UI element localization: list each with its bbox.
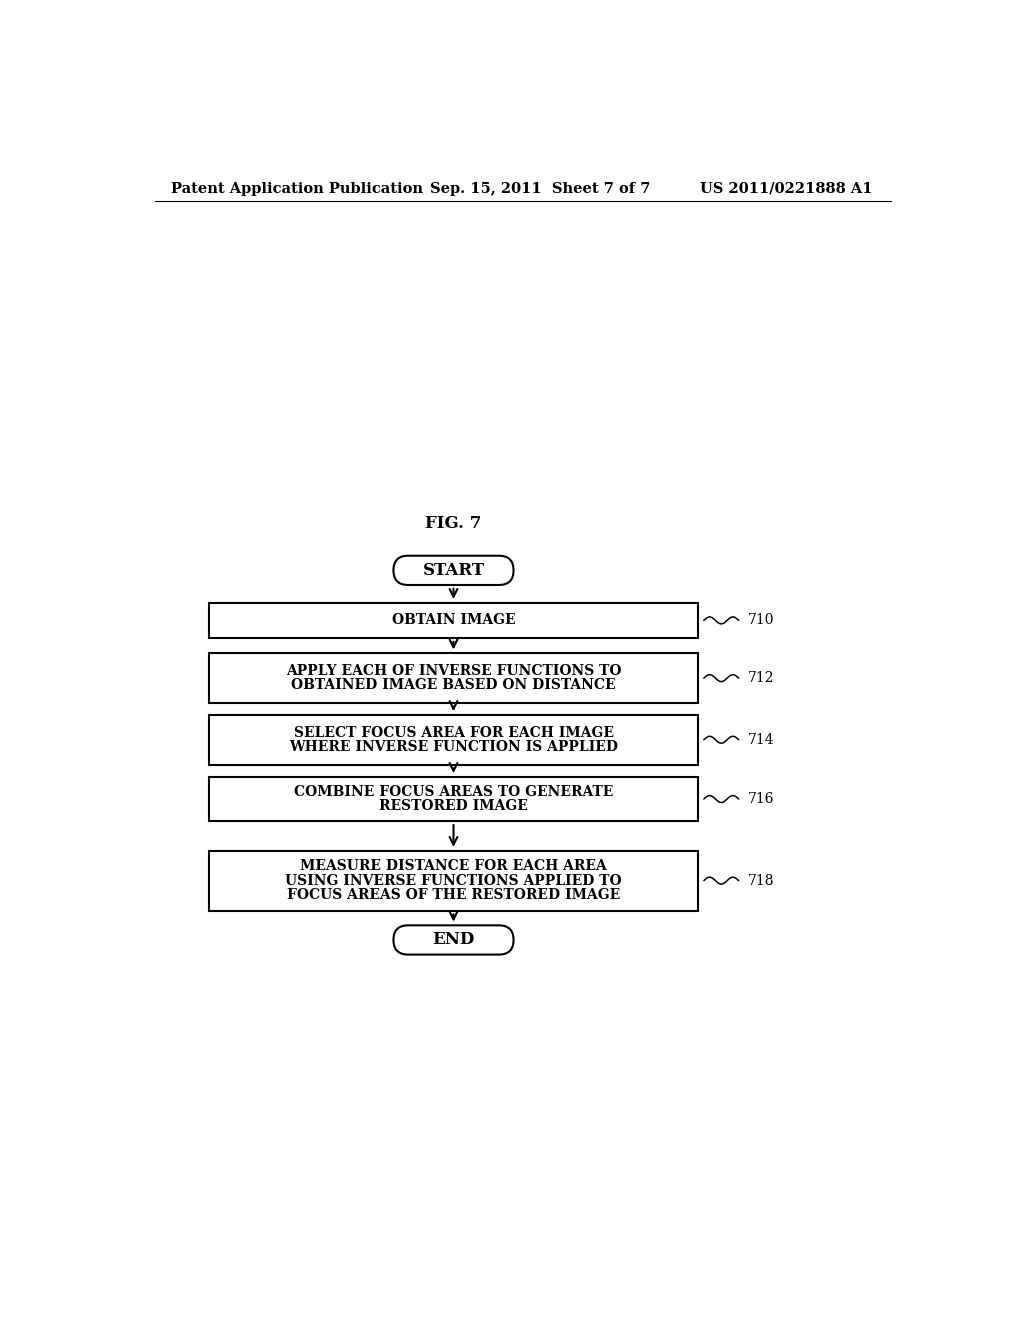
Text: 718: 718	[748, 874, 774, 887]
Text: 712: 712	[748, 671, 774, 685]
Text: SELECT FOCUS AREA FOR EACH IMAGE: SELECT FOCUS AREA FOR EACH IMAGE	[294, 726, 613, 739]
FancyBboxPatch shape	[209, 776, 697, 821]
FancyBboxPatch shape	[393, 556, 514, 585]
FancyBboxPatch shape	[209, 850, 697, 911]
Text: 716: 716	[748, 792, 774, 807]
FancyBboxPatch shape	[209, 714, 697, 764]
FancyBboxPatch shape	[209, 653, 697, 704]
Text: Patent Application Publication: Patent Application Publication	[171, 182, 423, 195]
Text: 714: 714	[748, 733, 774, 747]
Text: Sep. 15, 2011  Sheet 7 of 7: Sep. 15, 2011 Sheet 7 of 7	[430, 182, 650, 195]
Text: RESTORED IMAGE: RESTORED IMAGE	[379, 799, 528, 813]
FancyBboxPatch shape	[393, 925, 514, 954]
Text: 710: 710	[748, 614, 774, 627]
Text: APPLY EACH OF INVERSE FUNCTIONS TO: APPLY EACH OF INVERSE FUNCTIONS TO	[286, 664, 622, 678]
Text: US 2011/0221888 A1: US 2011/0221888 A1	[699, 182, 872, 195]
Text: FIG. 7: FIG. 7	[425, 515, 481, 532]
Text: OBTAINED IMAGE BASED ON DISTANCE: OBTAINED IMAGE BASED ON DISTANCE	[291, 678, 615, 692]
FancyBboxPatch shape	[209, 603, 697, 638]
Text: MEASURE DISTANCE FOR EACH AREA: MEASURE DISTANCE FOR EACH AREA	[300, 859, 607, 874]
Text: START: START	[423, 562, 484, 579]
Text: END: END	[432, 932, 475, 949]
Text: COMBINE FOCUS AREAS TO GENERATE: COMBINE FOCUS AREAS TO GENERATE	[294, 785, 613, 799]
Text: OBTAIN IMAGE: OBTAIN IMAGE	[392, 614, 515, 627]
Text: USING INVERSE FUNCTIONS APPLIED TO: USING INVERSE FUNCTIONS APPLIED TO	[286, 874, 622, 887]
Text: WHERE INVERSE FUNCTION IS APPLIED: WHERE INVERSE FUNCTION IS APPLIED	[289, 741, 618, 754]
Text: FOCUS AREAS OF THE RESTORED IMAGE: FOCUS AREAS OF THE RESTORED IMAGE	[287, 888, 621, 902]
